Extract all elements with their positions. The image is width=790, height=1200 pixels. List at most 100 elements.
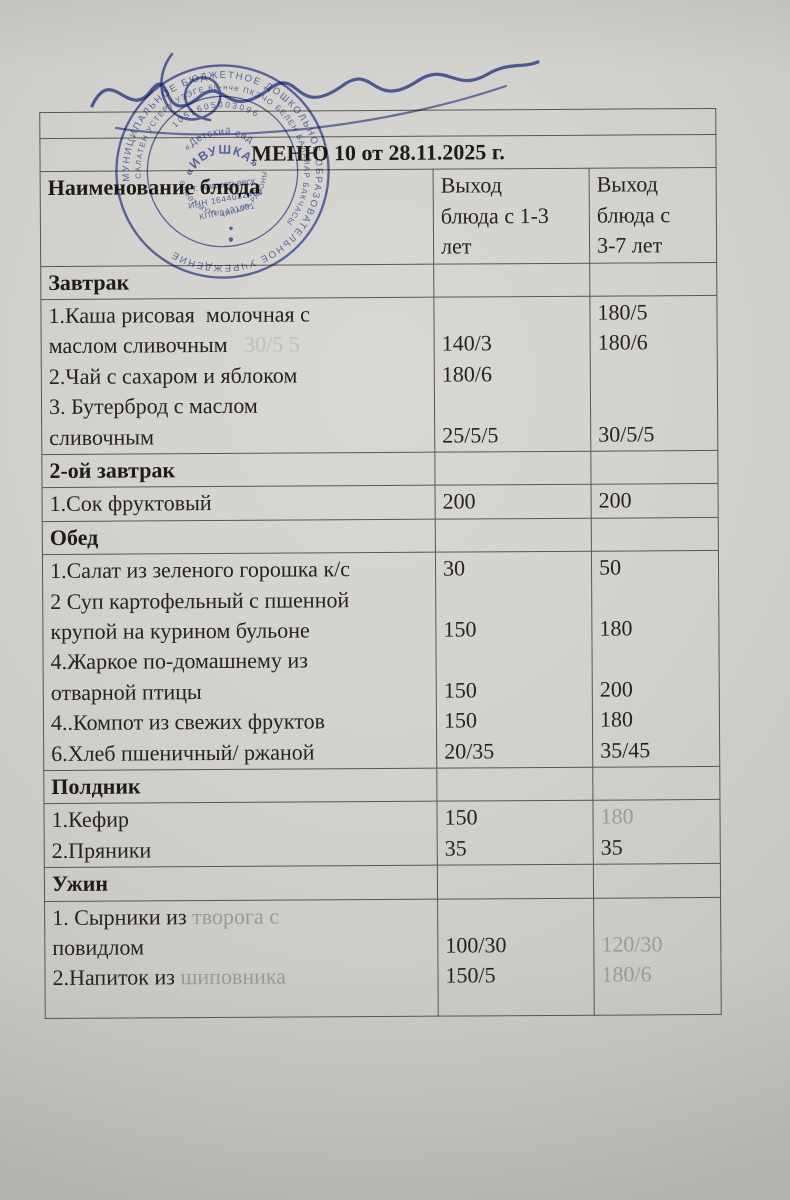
portion-age-1-3: 30 150 150 150 20/35	[435, 551, 593, 769]
text-line: 180	[600, 704, 712, 735]
dish-names: 1. Сырники из творога с повидлом 2.Напиток…	[44, 898, 439, 1019]
text-line: 180/6	[598, 327, 710, 358]
empty-cell	[434, 451, 592, 486]
table-row-header: Наименование блюда Выход блюда с 1-3 лет В…	[40, 167, 717, 267]
text-line: 35/45	[600, 735, 712, 766]
text-line	[601, 898, 713, 929]
text-line	[599, 643, 711, 674]
text-segment: 180	[599, 706, 634, 732]
portion-age-1-3: 200	[435, 484, 592, 519]
text-line: 200	[443, 486, 584, 517]
text-line: 180/5	[597, 297, 709, 328]
text-segment: 150	[443, 707, 478, 733]
dish-names: 1.Каша рисовая молочная с маслом сливочны…	[40, 297, 435, 455]
text-segment: отварной птицы	[50, 678, 202, 705]
text-line: 150	[444, 705, 585, 736]
text-segment: 100/30	[445, 932, 507, 958]
portion-age-1-3: 100/30 150/5	[437, 897, 595, 1016]
text-segment: 2 Суп картофельный с пшенной	[50, 586, 350, 614]
portion-age-1-3: 140/3 180/6 25/5/5	[433, 296, 591, 453]
text-line: 120/30	[601, 929, 713, 960]
table-row-section: Завтрак	[40, 262, 717, 300]
text-segment: 35	[444, 835, 467, 861]
portion-age-3-7: 120/30 180/6	[593, 896, 722, 1015]
text-segment: 140/3	[441, 330, 492, 357]
portion-age-1-3: 150 35	[436, 800, 594, 866]
faded-text: 120/30	[601, 931, 663, 957]
empty-cell	[590, 450, 719, 485]
text-line	[443, 583, 584, 614]
dish-names: 1.Салат из зеленого горошка к/с 2 Суп кар…	[42, 552, 437, 771]
faded-text: творога с	[192, 903, 280, 929]
text-line: 4..Компот из свежих фруктов	[51, 706, 429, 739]
text-line: 180	[600, 801, 712, 832]
text-segment: 1.Кефир	[51, 806, 130, 833]
text-line: 140/3	[442, 328, 583, 359]
text-segment: 150	[444, 804, 478, 830]
text-line: 4.Жаркое по-домашнему из	[51, 645, 429, 678]
text-line: 3. Бутерброд с маслом	[49, 390, 427, 423]
text-segment: 4.Жаркое по-домашнему из	[50, 647, 308, 675]
table-row-spacer	[39, 108, 716, 139]
bleed-through-text: 30/5 5	[227, 331, 300, 358]
text-line: 25/5/5	[442, 419, 583, 450]
dish-names: 1.Сок фруктовый	[42, 485, 436, 522]
table-row-section: Ужин	[44, 863, 721, 902]
empty-cell	[593, 863, 721, 898]
text-line: 150	[444, 802, 585, 833]
text-line: 2.Напиток из шиповника	[52, 961, 430, 994]
text-segment: 2.Пряники	[51, 837, 152, 863]
portion-age-3-7: 180/5 180/6 30/5/5	[589, 295, 718, 452]
empty-cell	[437, 864, 594, 899]
menu-table: МЕНЮ 10 от 28.11.2025 г. Наименование блю…	[39, 108, 722, 1019]
empty-cell	[592, 766, 720, 801]
text-line: 180	[599, 613, 711, 644]
section-header: Ужин	[44, 865, 438, 902]
text-line: 1.Салат из зеленого горошка к/с	[50, 554, 428, 587]
text-segment: 3. Бутерброд с маслом	[48, 392, 258, 420]
text-segment: 25/5/5	[442, 421, 499, 448]
section-header: Полдник	[43, 768, 437, 804]
text-line: 35	[445, 832, 586, 863]
table-row-items: 1.Салат из зеленого горошка к/с 2 Суп кар…	[42, 550, 720, 771]
text-line: 100/30	[445, 930, 586, 961]
text-line	[598, 358, 710, 389]
text-line: 1.Кефир	[51, 803, 429, 836]
text-segment: 150	[443, 677, 477, 703]
menu-title: МЕНЮ 10 от 28.11.2025 г.	[39, 134, 717, 172]
menu-table-body: МЕНЮ 10 от 28.11.2025 г. Наименование блю…	[39, 108, 722, 1019]
text-segment: 180/6	[441, 361, 493, 387]
text-line: маслом сливочным 30/5 5	[49, 329, 427, 362]
text-line: 150/5	[445, 960, 586, 991]
text-segment: 180/5	[597, 299, 648, 325]
text-segment: 2.Напиток из	[52, 964, 181, 991]
text-line: 150	[443, 614, 584, 645]
empty-cell	[436, 767, 593, 802]
column-header-1: Выход блюда с 1-3 лет	[433, 168, 590, 264]
text-line: 2 Суп картофельный с пшенной	[50, 584, 428, 617]
text-line: 1.Сок фруктовый	[50, 487, 428, 520]
section-header: Обед	[42, 518, 436, 555]
text-segment: 150	[443, 616, 477, 642]
text-segment: 1.Сок фруктовый	[49, 490, 212, 517]
table-row-section: 2-ой завтрак	[41, 450, 719, 488]
text-segment: сливочным	[49, 423, 155, 450]
text-segment: 30	[442, 555, 466, 581]
text-segment: 2.Чай с сахаром и яблоком	[48, 362, 298, 389]
text-segment: 200	[598, 487, 632, 514]
text-line: 2.Чай с сахаром и яблоком	[49, 360, 427, 393]
table-row-items: 1.Кефир 2.Пряники 150 35 180 35	[43, 799, 721, 868]
text-line	[441, 298, 582, 329]
text-segment: 1.Каша рисовая молочная с	[48, 301, 310, 329]
text-line: 180/6	[442, 359, 583, 390]
text-line	[443, 644, 584, 675]
table-row-section: Обед	[42, 517, 719, 555]
text-line: 20/35	[444, 735, 585, 766]
text-line	[442, 389, 583, 420]
table-row-section: Полдник	[43, 766, 720, 804]
text-line: 30/5/5	[598, 419, 710, 450]
text-segment: 4..Компот из свежих фруктов	[50, 708, 326, 736]
portion-age-3-7: 180 35	[592, 799, 721, 865]
text-segment: повидлом	[52, 934, 145, 960]
